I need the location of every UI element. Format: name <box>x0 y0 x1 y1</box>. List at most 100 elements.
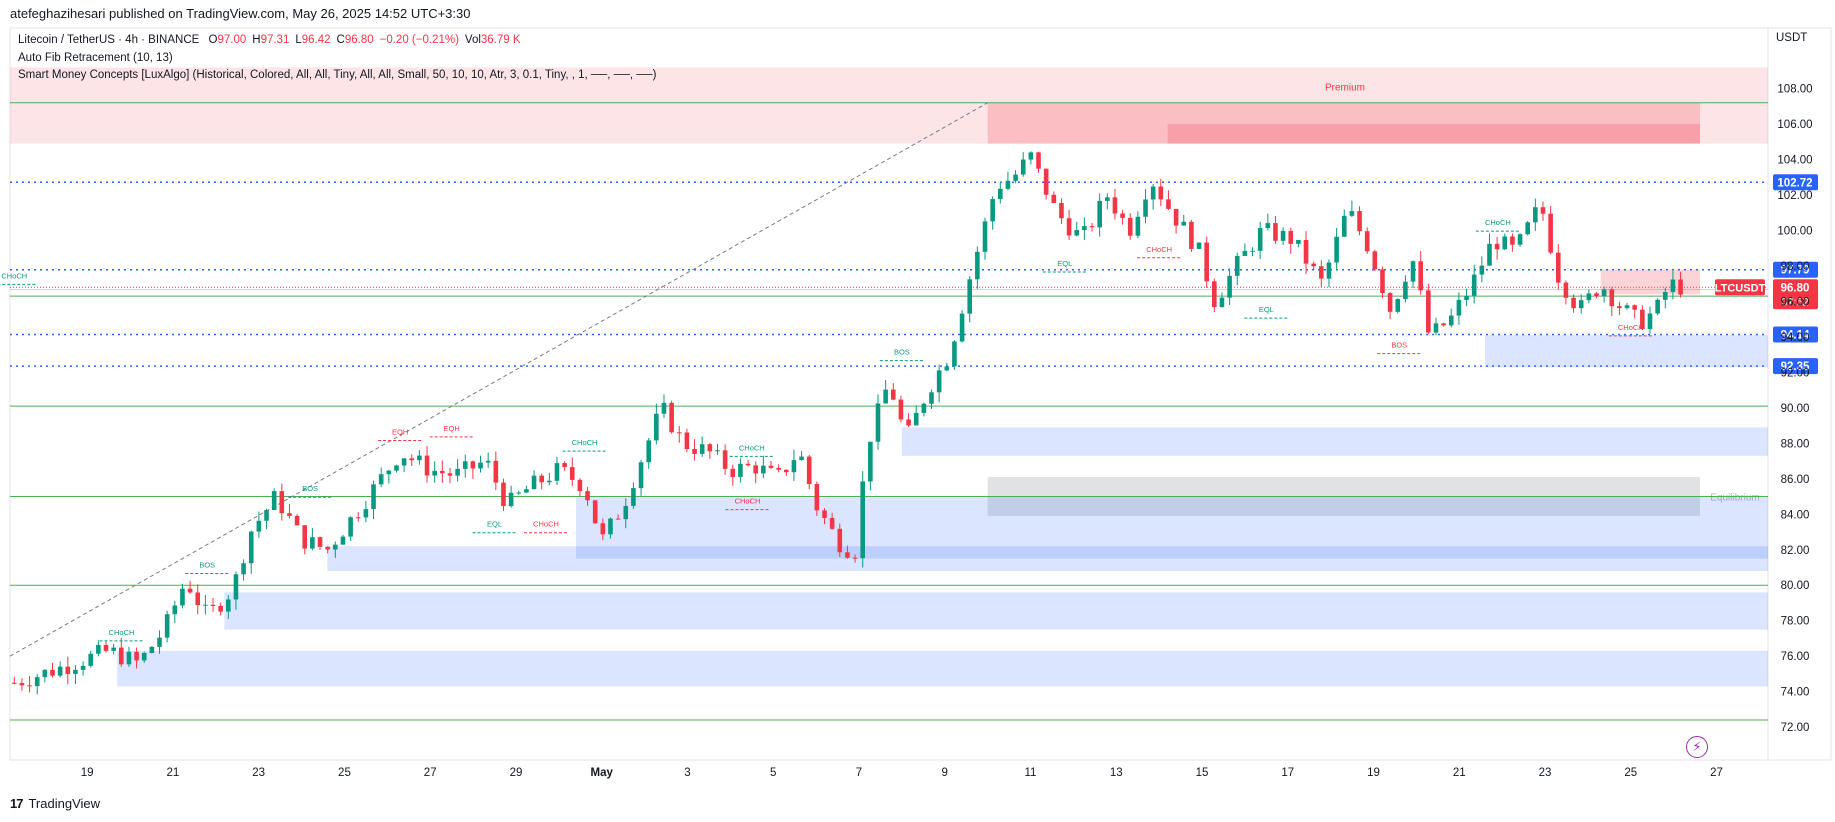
candle-body <box>1097 200 1102 228</box>
candle-body <box>1441 323 1446 326</box>
candle-body <box>1433 323 1439 333</box>
price-tick-label: 96.00 <box>1781 296 1810 308</box>
candle-body <box>333 544 338 550</box>
candle-body <box>982 221 988 252</box>
candle-body <box>1105 197 1110 201</box>
structure-label: BOS <box>302 484 318 493</box>
candle-body <box>1158 186 1164 200</box>
candle-body <box>264 510 269 521</box>
tradingview-logo-icon: 17 <box>10 796 24 811</box>
candle-body <box>921 403 927 413</box>
candle-body <box>1135 216 1141 236</box>
candle-body <box>1471 274 1477 296</box>
candle-body <box>623 505 629 520</box>
candle-body <box>1089 226 1095 228</box>
candle-body <box>508 492 514 507</box>
candle-body <box>1601 289 1607 297</box>
candle-body <box>1555 252 1561 283</box>
candle-body <box>248 531 254 564</box>
candle-body <box>1143 199 1148 217</box>
candle-body <box>1257 228 1263 251</box>
structure-labels-layer: CHoCH BOS BOS EQH EQH EQL CHoCH CHoCH CHoCH CHoCH… <box>0 218 1653 642</box>
candle-body <box>256 520 262 532</box>
candle-body <box>233 574 239 600</box>
price-level-label: 102.72 <box>1777 177 1812 189</box>
structure-label: CHoCH <box>1618 323 1644 332</box>
candle-body <box>1219 297 1225 308</box>
candle-body <box>1410 261 1416 282</box>
candle-body <box>990 199 995 222</box>
structure-label: BOS <box>1391 341 1407 350</box>
ohlc-value: 36.79 K <box>480 34 521 46</box>
supply-zone <box>1600 269 1700 295</box>
candle-body <box>310 537 315 549</box>
price-axis[interactable]: 72.00 74.00 76.00 78.00 80.00 82.00 84.00 86.00… <box>1777 84 1812 735</box>
candle-body <box>1540 207 1546 214</box>
candle-body <box>967 279 973 314</box>
price-tick-label: 82.00 <box>1781 545 1810 557</box>
price-tick-label: 104.00 <box>1777 155 1812 167</box>
time-tick-label: 23 <box>252 767 265 779</box>
candle-body <box>1548 213 1553 253</box>
candle-body <box>577 479 583 492</box>
price-tick-label: 80.00 <box>1781 580 1810 592</box>
currency-label[interactable]: USDT <box>1776 32 1808 44</box>
candle-body <box>57 666 63 676</box>
demand-zone <box>575 496 1768 559</box>
levels-layer: 102.72 97.79 94.14 92.35 LTCUSDT 96.80 37:52 <box>10 174 1818 375</box>
ohlc-values: O97.00 H97.31 L96.42 C96.80 −0.20 (−0.21%) Vo… <box>203 34 521 46</box>
price-level-label: 92.35 <box>1781 361 1810 373</box>
lightning-icon[interactable]: ⚡ <box>1686 736 1708 758</box>
indicator-smc[interactable]: Smart Money Concepts [LuxAlgo] (Historic… <box>18 69 657 81</box>
ohlc-key: L <box>295 34 302 46</box>
time-axis[interactable]: 19 21 23 25 27 29 May 3 5 7 9 11 13 15 17 19 21 23 25 27 <box>81 767 1723 779</box>
candle-body <box>1571 297 1576 309</box>
candle-body <box>187 588 193 593</box>
candle-body <box>1303 239 1309 264</box>
candle-body <box>959 313 965 342</box>
symbol-legend[interactable]: Litecoin / TetherUS · 4h · BINANCE O97.0… <box>18 34 521 46</box>
candle-body <box>684 432 690 449</box>
symbol-tag-label: LTCUSDT <box>1715 282 1766 294</box>
candle-body <box>776 467 781 470</box>
candle-body <box>210 604 216 606</box>
price-tick-label: 108.00 <box>1777 84 1812 96</box>
candle-body <box>1533 207 1538 223</box>
candle-body <box>1525 222 1530 235</box>
candle-body <box>440 470 445 474</box>
candle-body <box>1609 289 1615 307</box>
candle-body <box>845 552 850 558</box>
candle-body <box>1028 152 1034 160</box>
time-tick-label: 3 <box>684 767 690 779</box>
candle-body <box>1456 299 1462 316</box>
structure-label: CHoCH <box>109 628 135 637</box>
price-tick-label: 98.00 <box>1781 261 1810 273</box>
candle-body <box>722 450 728 469</box>
candle-body <box>1372 251 1378 270</box>
candle-body <box>1640 309 1645 329</box>
candle-body <box>363 509 369 518</box>
candle-body <box>1517 234 1523 245</box>
candle-body <box>1326 262 1332 279</box>
candle-body <box>631 488 636 506</box>
candle-body <box>1296 239 1301 244</box>
structure-label: EQL <box>487 520 502 529</box>
premium-zone <box>10 67 1768 144</box>
candle-body <box>1487 243 1492 266</box>
candle-body <box>952 341 957 367</box>
candle-body <box>355 517 361 519</box>
indicator-fib[interactable]: Auto Fib Retracement (10, 13) <box>18 52 173 64</box>
candle-body <box>1670 279 1676 293</box>
demand-zone <box>224 592 1768 630</box>
time-tick-label: May <box>591 767 614 779</box>
candle-body <box>1380 269 1385 294</box>
candle-body <box>1655 299 1660 314</box>
candle-body <box>103 644 109 651</box>
candle-body <box>1479 265 1485 275</box>
equilibrium-label: Equilibrium <box>1710 493 1759 504</box>
candle-body <box>531 475 537 490</box>
time-tick-label: 23 <box>1539 767 1552 779</box>
price-tick-label: 76.00 <box>1781 651 1810 663</box>
candle-body <box>913 412 919 426</box>
